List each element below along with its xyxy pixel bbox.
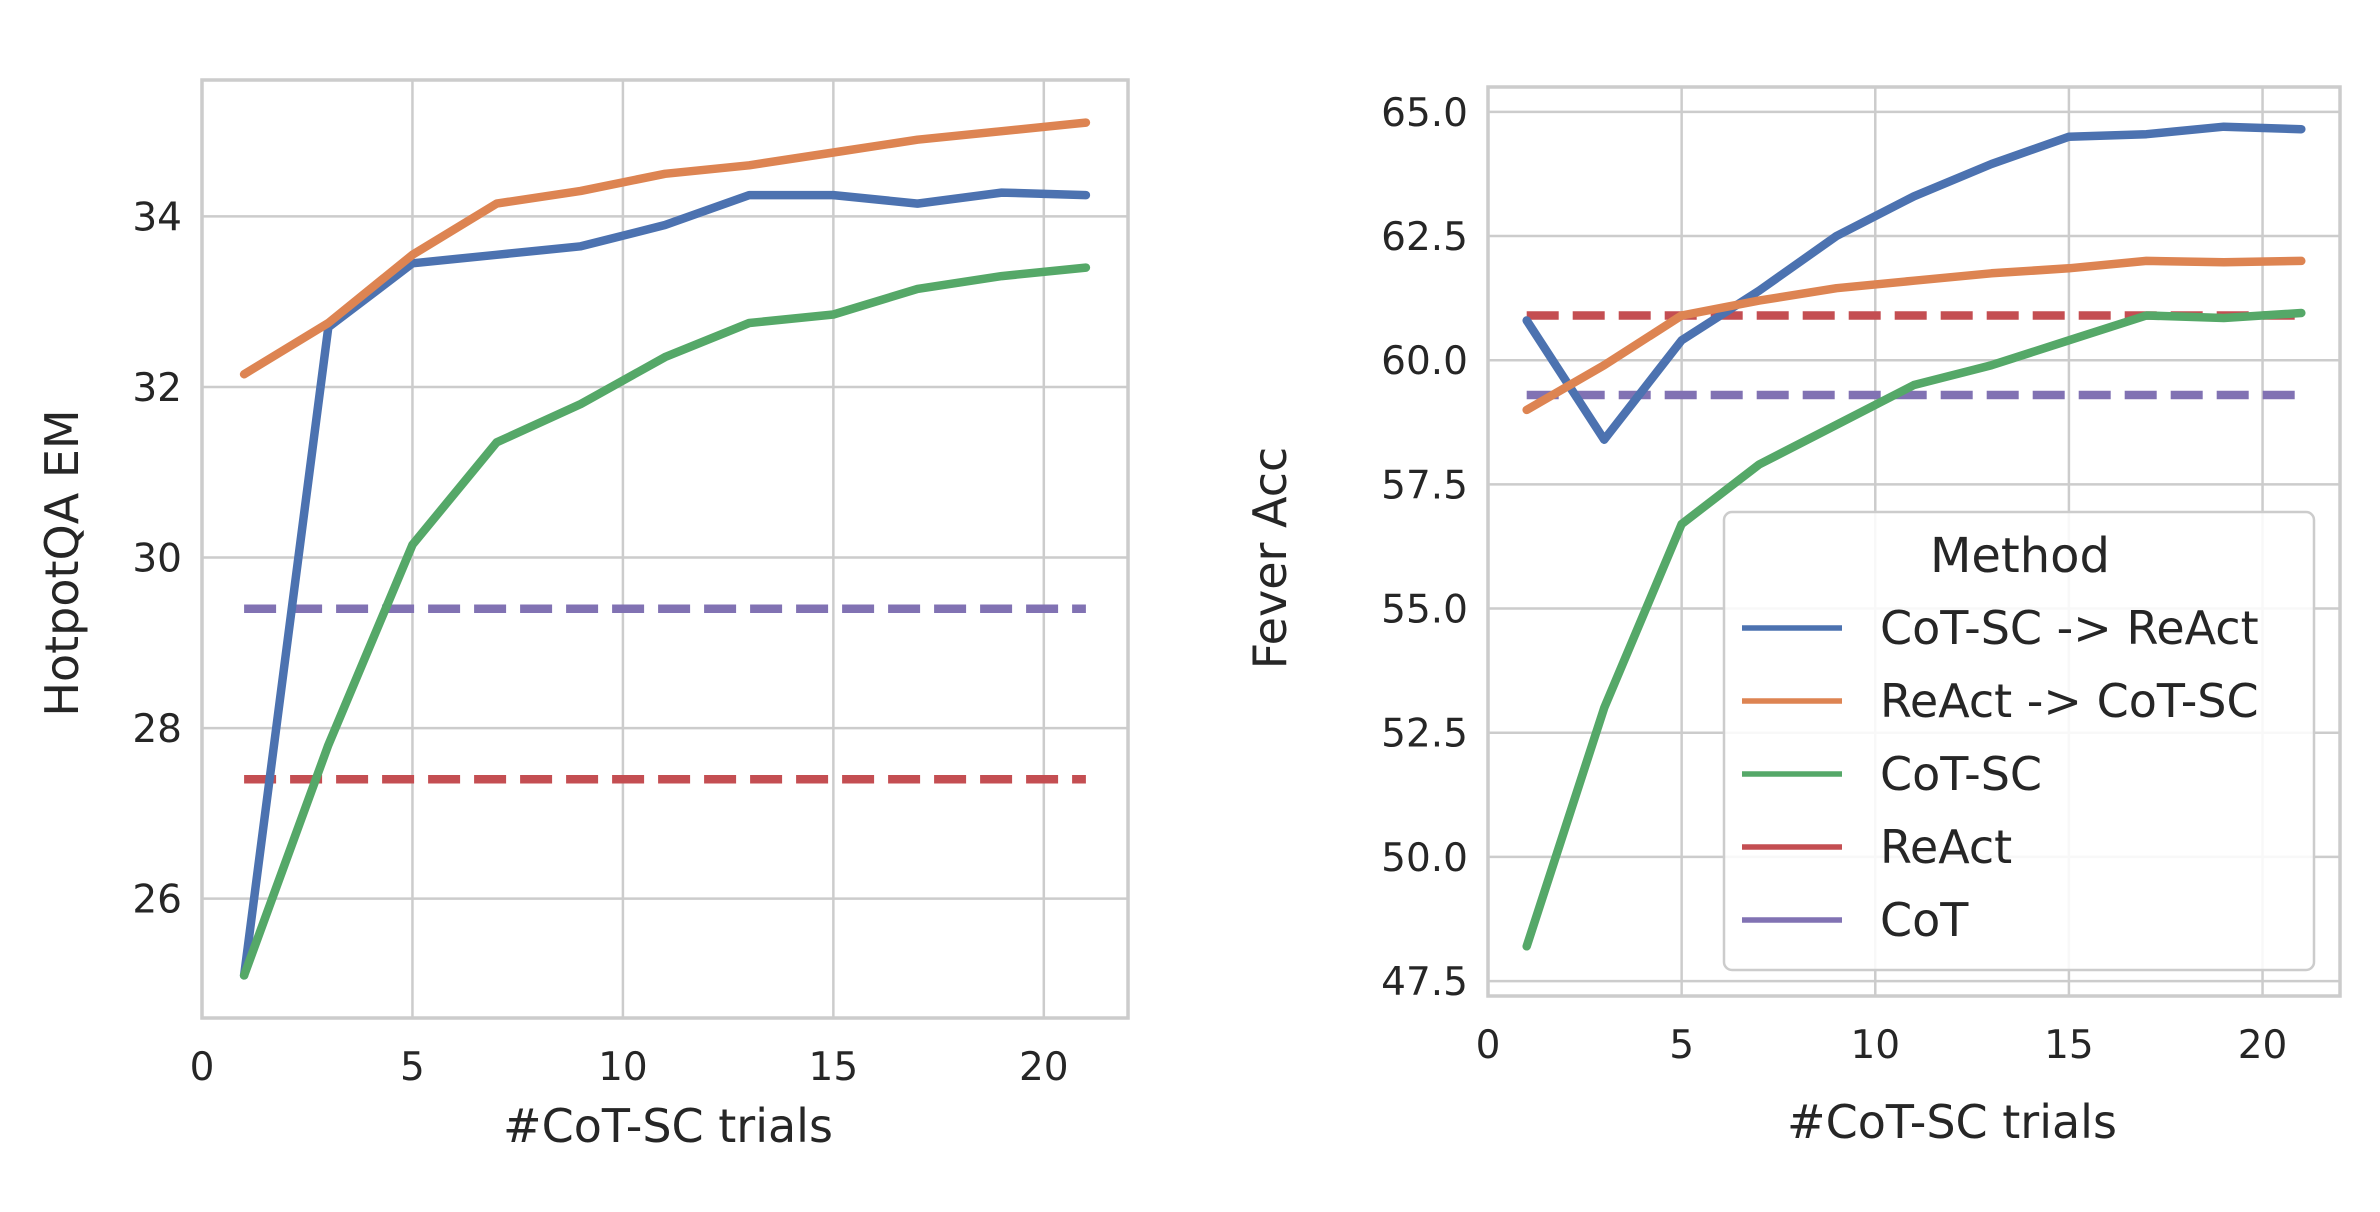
- legend-label-cot-sc: CoT-SC: [1880, 747, 2042, 801]
- hotpotqa-panel: 0 5 10 15 20 26 28 30 32 34 #CoT-SC trials Hotpot…: [35, 78, 1130, 1153]
- hotpotqa-y-tick-label: 26: [132, 878, 182, 923]
- fever-y-axis-label: Fever Acc: [1243, 447, 1297, 670]
- hotpotqa-series-cot-sc-then-react: [239, 188, 1091, 980]
- hotpotqa-tick-labels: 0 5 10 15 20 26 28 30 32 34: [132, 195, 1068, 1090]
- hotpotqa-y-tick-label: 34: [132, 195, 182, 240]
- hotpotqa-series-react-then-cot-sc: [239, 118, 1091, 379]
- hotpotqa-axes-frame: [200, 78, 1130, 1020]
- fever-y-tick-label: 52.5: [1381, 712, 1468, 757]
- fever-y-tick-label: 47.5: [1381, 960, 1468, 1005]
- hotpotqa-x-tick-label: 20: [1019, 1045, 1069, 1090]
- legend-label-cot: CoT: [1880, 893, 1969, 947]
- fever-x-tick-label: 20: [2238, 1023, 2288, 1068]
- legend-label-cot-sc-then-react: CoT-SC -> ReAct: [1880, 601, 2259, 655]
- fever-x-tick-label: 10: [1850, 1023, 1900, 1068]
- legend-title: Method: [1930, 528, 2110, 584]
- hotpotqa-plot-frame: [200, 78, 1130, 1020]
- fever-y-tick-label: 65.0: [1381, 91, 1468, 136]
- fever-panel: 0 5 10 15 20 47.5 50.0 52.5 55.0 57.5 60.0 62.5 65.0…: [1243, 85, 2342, 1149]
- hotpotqa-y-tick-label: 32: [132, 366, 182, 411]
- legend-label-react: ReAct: [1880, 820, 2012, 874]
- fever-series-react-then-cot-sc: [1522, 256, 2306, 415]
- legend-label-react-then-cot-sc: ReAct -> CoT-SC: [1880, 674, 2259, 728]
- fever-y-tick-label: 55.0: [1381, 588, 1468, 633]
- fever-x-tick-label: 15: [2044, 1023, 2094, 1068]
- fever-axes-frame: [1486, 85, 2342, 998]
- fever-series-cot-sc-then-react: [1522, 122, 2306, 444]
- fever-y-tick-label: 50.0: [1381, 836, 1468, 881]
- fever-x-tick-label: 0: [1476, 1023, 1501, 1068]
- legend-entries: CoT-SC -> ReAct ReAct -> CoT-SC CoT-SC ReAc…: [1742, 601, 2259, 947]
- hotpotqa-y-tick-label: 28: [132, 707, 182, 752]
- hotpotqa-series-cot-sc: [239, 263, 1091, 980]
- hotpotqa-series: [239, 118, 1091, 980]
- hotpotqa-x-axis-label: #CoT-SC trials: [503, 1099, 833, 1153]
- hotpotqa-x-tick-label: 10: [598, 1045, 648, 1090]
- hotpotqa-x-tick-label: 5: [400, 1045, 425, 1090]
- fever-x-tick-label: 5: [1669, 1023, 1694, 1068]
- fever-plot-frame: [1486, 85, 2342, 998]
- legend-box: [1722, 510, 2316, 972]
- fever-tick-labels: 0 5 10 15 20 47.5 50.0 52.5 55.0 57.5 60.0 62.5 65.0: [1381, 91, 2287, 1068]
- fever-y-tick-label: 60.0: [1381, 339, 1468, 384]
- hotpotqa-y-tick-label: 30: [132, 537, 182, 582]
- hotpotqa-x-tick-label: 0: [190, 1045, 215, 1090]
- fever-y-tick-label: 62.5: [1381, 215, 1468, 260]
- hotpotqa-y-axis-label: HotpotQA EM: [35, 409, 89, 716]
- fever-series: [1522, 122, 2306, 951]
- fever-y-tick-label: 57.5: [1381, 463, 1468, 508]
- fever-x-axis-label: #CoT-SC trials: [1787, 1095, 2117, 1149]
- fever-series-cot-sc: [1522, 308, 2306, 951]
- hotpotqa-x-tick-label: 15: [809, 1045, 859, 1090]
